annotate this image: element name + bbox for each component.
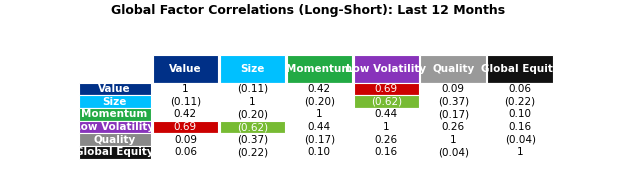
- Bar: [220, 108, 285, 121]
- Text: 0.16: 0.16: [508, 122, 532, 132]
- Text: Value: Value: [169, 64, 202, 74]
- Text: (0.37): (0.37): [237, 135, 268, 145]
- Text: Global Equity: Global Equity: [481, 64, 560, 74]
- Bar: [78, 121, 151, 133]
- Bar: [487, 121, 553, 133]
- Text: (0.17): (0.17): [304, 135, 335, 145]
- Bar: [78, 83, 151, 95]
- Text: 0.09: 0.09: [442, 84, 465, 94]
- Bar: [152, 108, 218, 121]
- Bar: [354, 146, 419, 159]
- Bar: [354, 83, 419, 95]
- Bar: [152, 121, 218, 133]
- Text: 0.16: 0.16: [375, 147, 398, 158]
- Text: 0.10: 0.10: [308, 147, 331, 158]
- Bar: [354, 121, 419, 133]
- Text: (0.04): (0.04): [437, 147, 469, 158]
- Bar: [78, 133, 151, 146]
- Bar: [78, 108, 151, 121]
- Text: Quality: Quality: [93, 135, 135, 145]
- Bar: [152, 146, 218, 159]
- Text: 1: 1: [316, 109, 323, 119]
- Bar: [487, 95, 553, 108]
- Text: 0.42: 0.42: [174, 109, 197, 119]
- Bar: [220, 133, 285, 146]
- Bar: [354, 95, 419, 108]
- Text: (0.37): (0.37): [437, 97, 469, 107]
- Bar: [420, 95, 486, 108]
- Bar: [487, 83, 553, 95]
- Text: Momentum: Momentum: [286, 64, 352, 74]
- Text: 0.69: 0.69: [375, 84, 398, 94]
- Bar: [487, 108, 553, 121]
- Bar: [286, 108, 352, 121]
- Text: 0.69: 0.69: [174, 122, 197, 132]
- Text: 0.44: 0.44: [308, 122, 331, 132]
- Text: Size: Size: [102, 97, 126, 107]
- Text: (0.22): (0.22): [505, 97, 536, 107]
- Text: (0.62): (0.62): [237, 122, 268, 132]
- Text: 1: 1: [383, 122, 389, 132]
- Bar: [420, 108, 486, 121]
- Bar: [286, 95, 352, 108]
- Text: 0.10: 0.10: [508, 109, 532, 119]
- Bar: [354, 133, 419, 146]
- Text: 0.26: 0.26: [442, 122, 465, 132]
- Text: (0.17): (0.17): [437, 109, 469, 119]
- Bar: [420, 83, 486, 95]
- Text: (0.62): (0.62): [371, 97, 402, 107]
- Text: 0.26: 0.26: [375, 135, 398, 145]
- Text: 0.44: 0.44: [375, 109, 398, 119]
- Text: (0.22): (0.22): [237, 147, 268, 158]
- Bar: [78, 146, 151, 159]
- Text: Quality: Quality: [432, 64, 474, 74]
- Text: (0.11): (0.11): [237, 84, 268, 94]
- Bar: [354, 108, 419, 121]
- Text: (0.20): (0.20): [304, 97, 335, 107]
- Bar: [152, 133, 218, 146]
- Text: Value: Value: [98, 84, 131, 94]
- Text: 1: 1: [249, 97, 255, 107]
- Bar: [78, 95, 151, 108]
- Text: Global Equity: Global Equity: [75, 147, 154, 158]
- Text: 0.42: 0.42: [308, 84, 331, 94]
- Text: 0.06: 0.06: [508, 84, 532, 94]
- Bar: [286, 133, 352, 146]
- Bar: [286, 55, 352, 83]
- Text: 0.09: 0.09: [174, 135, 197, 145]
- Bar: [152, 83, 218, 95]
- Bar: [420, 146, 486, 159]
- Bar: [220, 121, 285, 133]
- Bar: [420, 121, 486, 133]
- Bar: [286, 146, 352, 159]
- Text: (0.20): (0.20): [237, 109, 268, 119]
- Bar: [220, 55, 285, 83]
- Text: 1: 1: [182, 84, 189, 94]
- Bar: [487, 133, 553, 146]
- Bar: [420, 55, 486, 83]
- Text: 1: 1: [517, 147, 523, 158]
- Text: Momentum: Momentum: [81, 109, 147, 119]
- Bar: [487, 146, 553, 159]
- Bar: [152, 55, 218, 83]
- Bar: [420, 133, 486, 146]
- Bar: [286, 121, 352, 133]
- Text: Low Volatility: Low Volatility: [346, 64, 426, 74]
- Bar: [487, 55, 553, 83]
- Bar: [354, 55, 419, 83]
- Bar: [220, 83, 285, 95]
- Text: 0.06: 0.06: [174, 147, 197, 158]
- Text: Size: Size: [240, 64, 265, 74]
- Text: Low Volatility: Low Volatility: [74, 122, 154, 132]
- Text: 1: 1: [450, 135, 457, 145]
- Text: (0.11): (0.11): [170, 97, 201, 107]
- Bar: [286, 83, 352, 95]
- Bar: [220, 95, 285, 108]
- Text: (0.04): (0.04): [505, 135, 536, 145]
- Bar: [152, 95, 218, 108]
- Text: Global Factor Correlations (Long-Short): Last 12 Months: Global Factor Correlations (Long-Short):…: [112, 4, 505, 17]
- Bar: [220, 146, 285, 159]
